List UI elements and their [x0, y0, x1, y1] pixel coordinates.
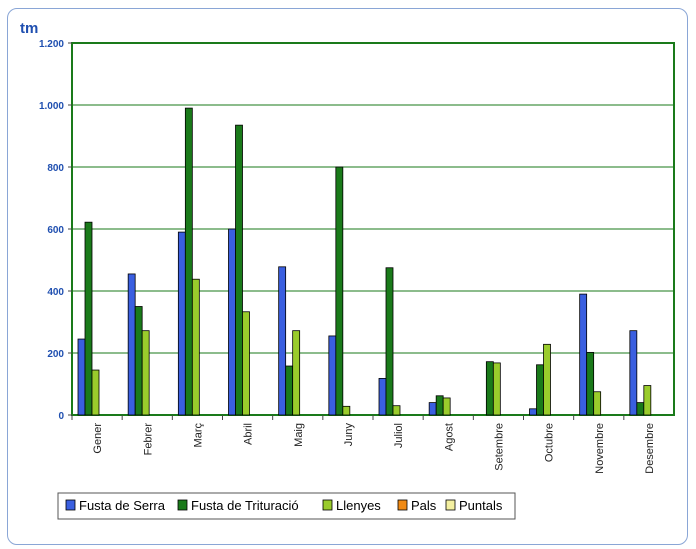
x-tick-label: Gener	[92, 423, 104, 454]
bar	[342, 405, 351, 416]
legend-swatch	[445, 499, 456, 511]
bar	[643, 385, 652, 416]
legend-swatch	[397, 499, 408, 511]
chart-frame	[7, 8, 688, 545]
legend-label: Pals	[411, 498, 437, 513]
bar	[435, 395, 444, 416]
bar	[77, 338, 86, 416]
legend-label: Llenyes	[336, 498, 381, 513]
x-tick-label: Febrer	[142, 423, 154, 456]
x-tick-label: Agost	[443, 423, 455, 451]
bar	[127, 273, 136, 416]
x-tick-label: Abril	[243, 423, 255, 445]
x-axis: Gener Febrer Març Abril Maig Juny Juliol Agost S…	[71, 415, 656, 474]
bar	[586, 351, 595, 416]
x-tick-label: Novembre	[594, 423, 606, 474]
bar	[629, 330, 638, 416]
bar	[84, 221, 93, 416]
bar	[235, 124, 243, 416]
bar	[191, 278, 200, 416]
y-tick-label: 0	[58, 411, 64, 422]
legend-swatch	[322, 499, 333, 511]
bar	[285, 365, 294, 416]
legend-swatch	[65, 499, 76, 511]
y-tick-label: 200	[47, 349, 64, 360]
y-tick-label: 600	[47, 225, 64, 236]
y-axis: 0 200 400 600 800 1.000 1.200	[39, 39, 72, 422]
bar	[278, 266, 287, 416]
bar	[428, 402, 437, 416]
y-tick-label: 400	[47, 287, 64, 298]
bar	[593, 391, 602, 416]
bar	[392, 405, 401, 416]
bar	[292, 330, 301, 416]
bar	[184, 107, 193, 416]
bar	[536, 364, 544, 416]
legend-label: Fusta de Serra	[79, 498, 166, 513]
bar	[529, 408, 537, 416]
y-tick-label: 800	[47, 163, 64, 174]
bar	[91, 369, 100, 416]
bar	[485, 361, 494, 416]
bar	[335, 166, 344, 416]
legend-label: Fusta de Trituració	[191, 498, 299, 513]
bar	[636, 402, 645, 416]
x-tick-label: Desembre	[644, 423, 656, 474]
bar	[543, 343, 551, 416]
legend-label: Puntals	[459, 498, 503, 513]
x-tick-label: Març	[192, 423, 204, 448]
bar	[328, 335, 337, 416]
x-tick-label: Juny	[343, 423, 355, 447]
gridlines	[72, 104, 674, 354]
x-tick-label: Setembre	[493, 423, 505, 471]
bar	[242, 311, 250, 416]
legend-swatch	[177, 499, 188, 511]
bar	[442, 397, 451, 416]
bar	[177, 231, 186, 416]
bar	[378, 378, 387, 416]
x-tick-label: Maig	[293, 423, 305, 447]
legend: Fusta de Serra Fusta de Trituració Llenyes…	[57, 492, 516, 520]
bar	[228, 228, 236, 416]
legend-box	[57, 492, 516, 520]
y-axis-title: tm	[20, 20, 38, 37]
y-tick-label: 1.000	[39, 101, 64, 112]
bar	[141, 330, 150, 416]
bar	[579, 293, 588, 416]
bars	[77, 107, 652, 416]
x-tick-label: Juliol	[393, 423, 405, 448]
bar	[385, 267, 394, 416]
bar	[134, 306, 143, 416]
y-tick-label: 1.200	[39, 39, 64, 50]
x-tick-label: Octubre	[544, 423, 556, 462]
bar	[492, 362, 501, 416]
